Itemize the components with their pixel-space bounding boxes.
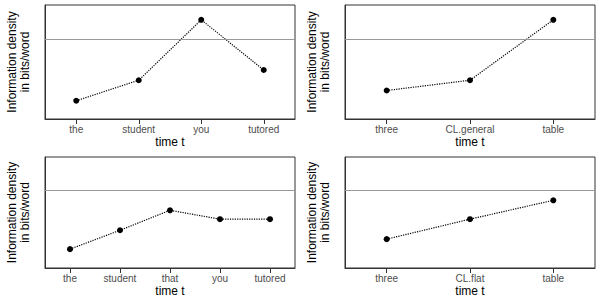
svg-text:time t: time t	[455, 135, 485, 149]
svg-text:Information density: Information density	[5, 162, 19, 263]
svg-text:tutored: tutored	[248, 124, 279, 135]
svg-text:that: that	[162, 273, 179, 284]
svg-text:time t: time t	[155, 135, 185, 149]
svg-text:the: the	[69, 124, 83, 135]
svg-text:Information density: Information density	[5, 11, 19, 112]
svg-text:in bits/word: in bits/word	[18, 182, 32, 243]
svg-text:three: three	[375, 273, 398, 284]
svg-text:time t: time t	[455, 284, 485, 298]
svg-text:time t: time t	[155, 284, 185, 298]
svg-text:in bits/word: in bits/word	[18, 32, 32, 93]
svg-text:three: three	[375, 124, 398, 135]
svg-text:in bits/word: in bits/word	[318, 32, 332, 93]
svg-text:you: you	[193, 124, 209, 135]
svg-text:student: student	[104, 273, 137, 284]
svg-text:student: student	[122, 124, 155, 135]
svg-text:in bits/word: in bits/word	[318, 182, 332, 243]
svg-text:CL.flat: CL.flat	[456, 273, 485, 284]
svg-text:table: table	[542, 124, 564, 135]
svg-text:you: you	[212, 273, 228, 284]
svg-text:Information density: Information density	[305, 162, 319, 263]
svg-text:CL.general: CL.general	[446, 124, 495, 135]
svg-text:tutored: tutored	[254, 273, 285, 284]
svg-text:table: table	[542, 273, 564, 284]
svg-text:the: the	[63, 273, 77, 284]
svg-text:Information density: Information density	[305, 11, 319, 112]
